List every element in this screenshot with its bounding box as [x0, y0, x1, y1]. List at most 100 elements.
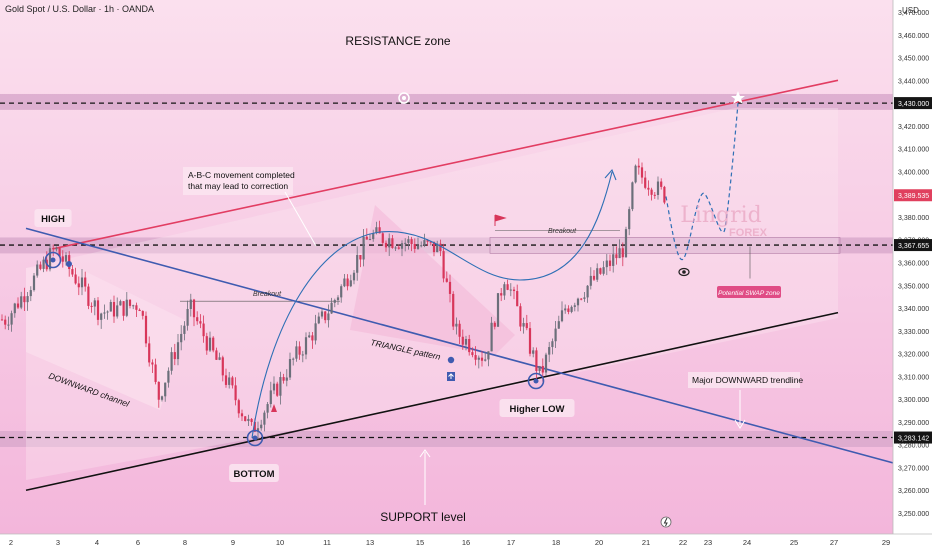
y-tick-label: 3,450.000 [898, 56, 929, 63]
flag-icon [494, 214, 507, 226]
candle-body [640, 167, 644, 178]
candle-body [493, 322, 496, 327]
candle-body [304, 337, 308, 355]
candle-body [327, 313, 330, 321]
candle-body [58, 247, 61, 257]
zone-swap-band [0, 237, 893, 254]
y-tick-label: 3,280.000 [898, 443, 929, 450]
candle-body [80, 277, 84, 288]
candle-body [464, 338, 468, 345]
lightning-icon [660, 516, 672, 528]
candle-body [580, 298, 583, 300]
candle-body [279, 377, 282, 396]
candle-body [368, 239, 372, 241]
currency-label: USD [902, 6, 919, 15]
y-tick-label: 3,290.000 [898, 420, 929, 427]
candle-body [295, 346, 298, 359]
swap-zone-box [489, 237, 841, 254]
abc-pointer [284, 191, 317, 247]
label-resistance-zone: RESISTANCE zone [345, 34, 450, 48]
candle-body [247, 418, 250, 422]
candle-body [39, 264, 42, 269]
x-tick-label: 4 [95, 538, 99, 547]
candle-body [538, 365, 541, 371]
candle-body [16, 303, 20, 308]
candle-body [132, 305, 135, 307]
candle-body [64, 255, 68, 262]
candle-body [557, 321, 560, 329]
candle-body [589, 275, 592, 286]
candle-body [548, 347, 551, 355]
eye-icon-pupil [682, 270, 686, 274]
higher-low-marker [527, 372, 545, 390]
candle-body [74, 274, 77, 284]
candle-body [231, 377, 234, 386]
candle-body [637, 165, 640, 168]
candle-body [490, 322, 493, 352]
candle-body [160, 396, 164, 400]
candle-body [0, 319, 4, 321]
candle-body [420, 245, 423, 247]
candle-body [77, 283, 80, 288]
x-tick-label: 6 [136, 538, 140, 547]
x-axis-panel [0, 534, 932, 550]
candle-body [660, 181, 663, 187]
y-tick-label: 3,380.000 [898, 215, 929, 222]
candle-body [388, 238, 391, 248]
x-tick-label: 17 [507, 538, 515, 547]
support-pointer-head [419, 449, 431, 458]
candle-body [138, 309, 141, 312]
candle-body [42, 259, 45, 269]
candle-body [301, 354, 304, 356]
candle-body [330, 302, 333, 314]
candle-body [93, 300, 96, 307]
candle-body [362, 236, 365, 260]
y-tick-label: 3,260.000 [898, 488, 929, 495]
candle-body [384, 242, 388, 248]
candle-body [292, 358, 295, 360]
candle-body [528, 328, 532, 354]
candle-body [186, 308, 189, 326]
candle-body [404, 242, 407, 244]
candle-body [202, 323, 205, 337]
y-tick-label: 3,460.000 [898, 33, 929, 40]
candle-body [205, 336, 208, 351]
y-tick-label: 3,420.000 [898, 124, 929, 131]
swap-zone-label-bg [717, 286, 781, 298]
candle-body [199, 321, 202, 324]
candle-body [423, 240, 426, 246]
price-label: 3,389.535 [898, 193, 929, 200]
candle-body [119, 301, 122, 306]
candle-body [218, 357, 221, 360]
label-high: HIGH [41, 214, 65, 225]
triangle-pivot-dot [447, 356, 455, 364]
candle-body [439, 243, 442, 252]
candle-body [624, 229, 628, 258]
x-tick-label: 9 [231, 538, 235, 547]
higher-low-marker-dot [533, 378, 539, 384]
downward-channel-area [26, 264, 185, 410]
candle-body [525, 323, 528, 329]
x-tick-label: 29 [882, 538, 890, 547]
candle-body [324, 311, 327, 321]
y-tick-label: 3,320.000 [898, 352, 929, 359]
candle-body [103, 312, 106, 314]
candle-body [544, 354, 548, 373]
candle-body [496, 293, 500, 327]
candle-body [631, 182, 634, 210]
candle-body [612, 254, 615, 266]
label-bottom-bg [229, 464, 279, 482]
candle-body [100, 313, 103, 320]
label-higher-low-bg [499, 399, 575, 417]
candle-body [567, 308, 570, 312]
candle-body [506, 284, 509, 290]
candle-body [96, 300, 100, 320]
candle-body [151, 362, 154, 365]
zone-support-band [0, 431, 893, 447]
x-tick-label: 13 [366, 538, 374, 547]
candle-body [52, 248, 55, 250]
star-icon [731, 91, 745, 104]
candle-body [416, 245, 420, 249]
candle-body [272, 383, 276, 391]
